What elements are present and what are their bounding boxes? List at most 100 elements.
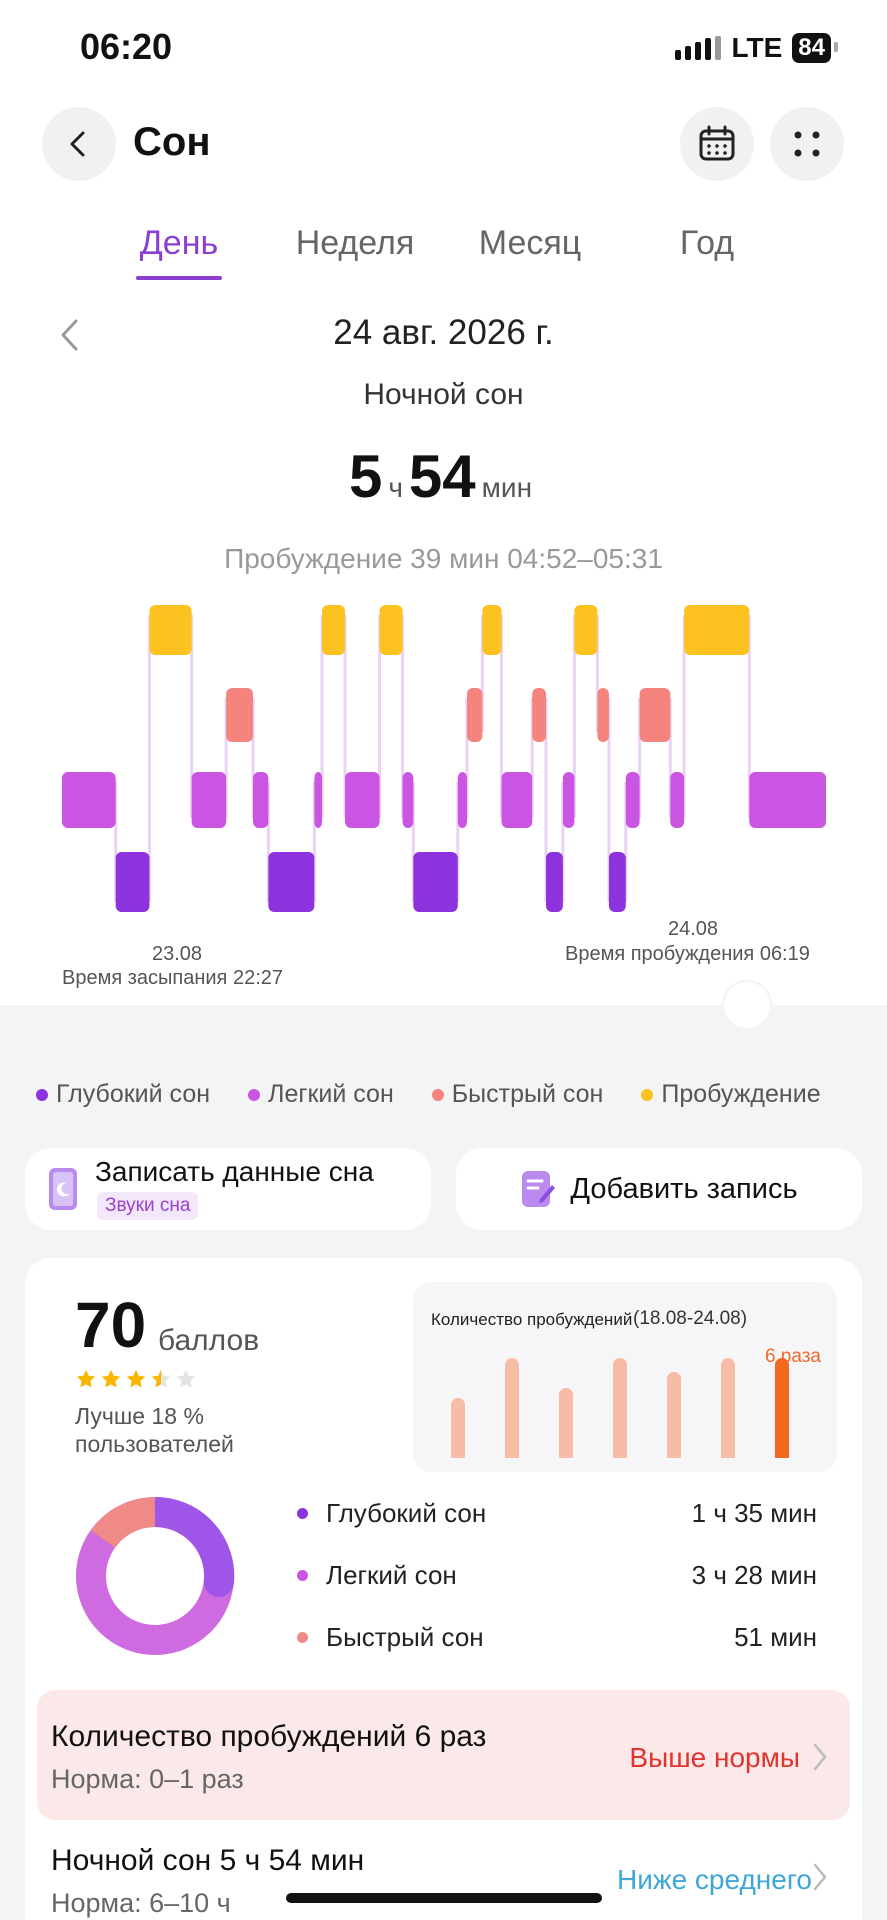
stage-transition [456,782,460,902]
sleep-stage-segment [546,852,563,912]
stat-deep-sleep: Глубокий сон 1 ч 35 мин [297,1498,817,1529]
legend-deep: Глубокий сон [36,1080,210,1109]
sleep-stage-segment [574,605,598,655]
sleep-stage-segment [379,605,403,655]
chart-start-date: 23.08 [152,943,203,965]
stage-transition [266,782,270,902]
tab-day[interactable]: День [139,224,219,262]
stage-transition [224,698,228,818]
stage-transition [595,615,599,732]
previous-date-button[interactable] [58,318,82,357]
stage-transition [668,698,672,818]
star-half-icon [151,1369,171,1388]
wake-count-bar [451,1398,465,1458]
wake-count-alert[interactable]: Количество пробуждений 6 раз Норма: 0–1 … [37,1690,850,1820]
period-tabs: День Неделя Месяц Год [0,224,887,284]
sleep-stage-segment [314,772,323,828]
stage-transition [465,698,469,818]
sleep-stage-segment [639,688,671,742]
stage-transition [312,782,316,902]
chevron-right-icon [813,1863,827,1891]
sleep-stage-segment [501,772,533,828]
wake-chart-range: (18.08-24.08) [633,1308,748,1329]
stage-transition [251,698,255,818]
stage-transition [343,615,347,818]
tab-month[interactable]: Месяц [478,224,582,262]
page-title: Сон [133,120,211,164]
record-sleep-button[interactable]: Записать данные сна Звуки сна [25,1148,431,1230]
duration-minutes: 54 [408,443,476,510]
chevron-left-icon [61,319,78,351]
battery-level: 84 [792,33,838,63]
sleep-stage-segment [482,605,502,655]
tab-week[interactable]: Неделя [295,224,415,262]
stage-transition [607,698,611,902]
status-time: 06:20 [80,26,173,67]
wake-alert-status: Выше нормы [629,1742,800,1773]
score-unit: баллов [158,1324,260,1357]
score-comparison: Лучше 18 % пользователей [75,1403,234,1457]
sleep-sounds-tag[interactable]: Звуки сна [97,1192,199,1220]
tab-year[interactable]: Год [679,224,735,262]
legend-rem: Быстрый сон [431,1080,603,1109]
night-sleep-status: Ниже среднего [616,1864,812,1895]
signal-icon [675,36,722,60]
wake-count-bar [667,1372,681,1458]
chart-start-label: Время засыпания 22:27 [62,967,283,989]
stat-rem-sleep: Быстрый сон 51 мин [297,1622,817,1653]
score-stars [75,1368,197,1390]
network-type: LTE [731,32,783,63]
wake-alert-title: Количество пробуждений 6 раз [51,1720,487,1753]
wake-info: Пробуждение 39 мин 04:52–05:31 [224,543,663,574]
wake-count-chart[interactable]: Количество пробуждений (18.08-24.08) 6 р… [413,1282,837,1472]
stage-transition [147,615,151,902]
stage-transition [114,782,118,902]
stage-transition [638,698,642,818]
stage-transition [190,615,194,818]
chart-end-date: 24.08 [668,918,719,940]
sleep-stage-segment [597,688,609,742]
score-value: 70 [75,1289,147,1361]
night-sleep-norm: Норма: 6–10 ч [51,1888,231,1918]
record-sleep-title: Записать данные сна [95,1156,374,1187]
chart-legend: Глубокий сон Легкий сон Быстрый сон Проб… [36,1080,821,1109]
add-record-button[interactable]: Добавить запись [456,1148,862,1230]
more-button[interactable] [770,107,844,181]
wake-count-bar [613,1358,627,1458]
edit-note-icon [522,1171,556,1207]
stage-transition [500,615,504,818]
night-sleep-title: Ночной сон 5 ч 54 мин [51,1844,365,1877]
chevron-right-icon [813,1743,827,1771]
stage-transition [480,615,484,732]
add-record-label: Добавить запись [570,1172,798,1205]
back-button[interactable] [42,107,116,181]
sleep-stage-segment [684,605,750,655]
wake-alert-norm: Норма: 0–1 раз [51,1764,244,1794]
sleep-stage-segment [253,772,269,828]
sleep-stage-segment [467,688,483,742]
stage-transition [624,782,628,902]
date-label: 24 авг. 2026 г. [333,313,554,352]
sleep-duration: 5 ч 54 мин [0,442,887,511]
sleep-stage-chart[interactable] [0,590,887,990]
duration-hours-unit: ч [388,472,403,503]
stage-transition [411,782,415,902]
home-indicator [286,1893,602,1903]
stage-transition [320,615,324,818]
sleep-stage-segment [402,772,414,828]
sleep-stage-segment [749,772,826,828]
wake-count-bar [505,1358,519,1458]
sleep-stage-segment [322,605,346,655]
grid-dots-icon [794,131,820,157]
sleep-score-card: 70 баллов Лучше 18 % пользователей Колич… [25,1258,862,1920]
duration-minutes-unit: мин [481,472,533,503]
chart-scrubber-handle[interactable] [722,980,772,1030]
sleep-stage-segment [62,772,116,828]
calendar-button[interactable] [680,107,754,181]
wake-count-bar [775,1358,789,1458]
sleep-stage-segment [191,772,227,828]
sleep-stage-segment [625,772,640,828]
sleep-stage-segment [608,852,626,912]
star-icon [126,1369,146,1388]
sleep-stage-segment [149,605,192,655]
